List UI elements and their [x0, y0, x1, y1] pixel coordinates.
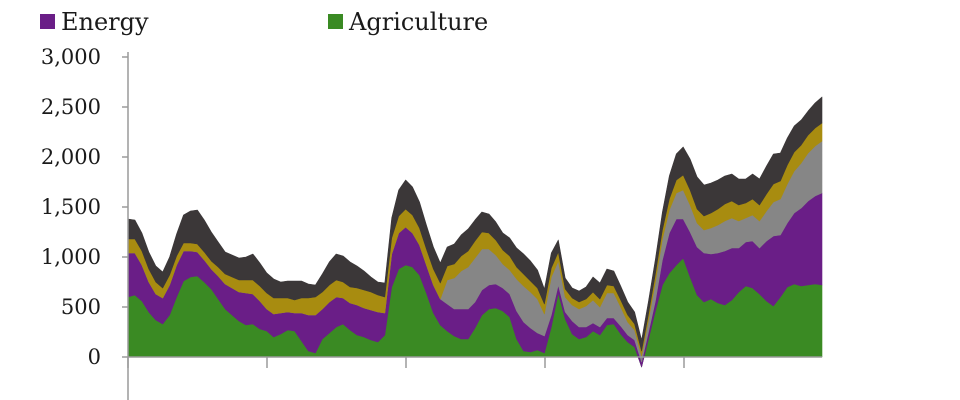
chart-axes: 0 500 1,000 1,500 2,000 2,500 3,000: [41, 45, 822, 400]
area-series-4: [127, 96, 823, 352]
y-tick-label: 3,000: [41, 45, 101, 69]
area-series-group: [127, 96, 823, 368]
y-tick-label: 0: [88, 345, 101, 369]
y-tick-label: 2,000: [41, 145, 101, 169]
y-tick-label: 500: [61, 295, 101, 319]
y-tick-label: 1,000: [41, 245, 101, 269]
legend-label-energy: Energy: [61, 8, 149, 36]
legend-label-agriculture: Agriculture: [349, 8, 489, 36]
y-tick-label: 1,500: [41, 195, 101, 219]
legend-item-agriculture: Agriculture: [328, 4, 488, 40]
legend-item-energy: Energy: [40, 4, 149, 40]
legend-swatch-agriculture: [328, 14, 343, 29]
legend-swatch-energy: [40, 14, 55, 29]
y-tick-label: 2,500: [41, 95, 101, 119]
